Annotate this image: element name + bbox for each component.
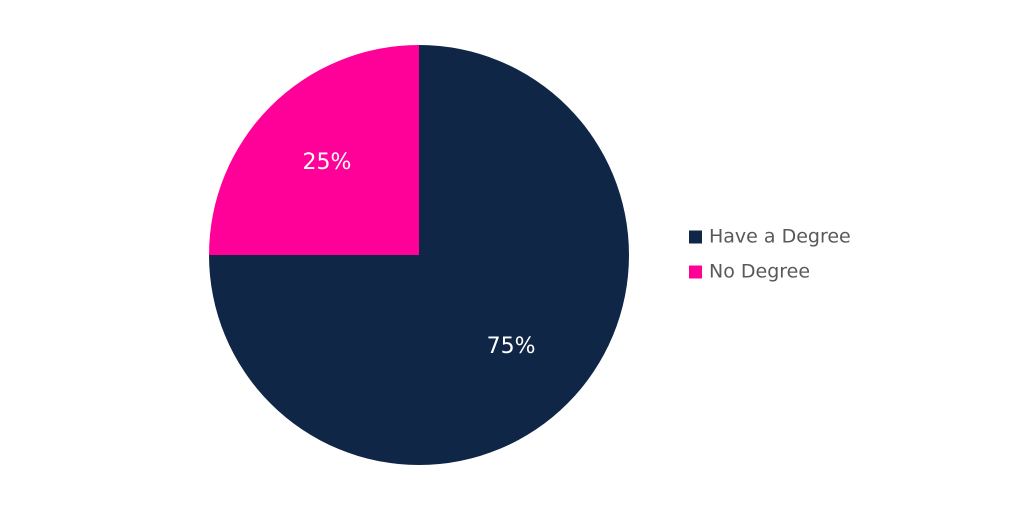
pie-slice-no-degree bbox=[209, 45, 419, 255]
pie-data-labels: 75% 25% bbox=[302, 150, 535, 359]
legend: Have a Degree No Degree bbox=[689, 226, 851, 283]
data-label-no-degree: 25% bbox=[302, 150, 351, 175]
legend-swatch-have-a-degree bbox=[689, 230, 702, 244]
legend-swatch-no-degree bbox=[689, 265, 702, 279]
data-label-have-a-degree: 75% bbox=[487, 334, 536, 359]
legend-label-have-a-degree: Have a Degree bbox=[709, 226, 851, 248]
legend-label-no-degree: No Degree bbox=[709, 261, 810, 283]
pie-slices bbox=[209, 45, 629, 465]
